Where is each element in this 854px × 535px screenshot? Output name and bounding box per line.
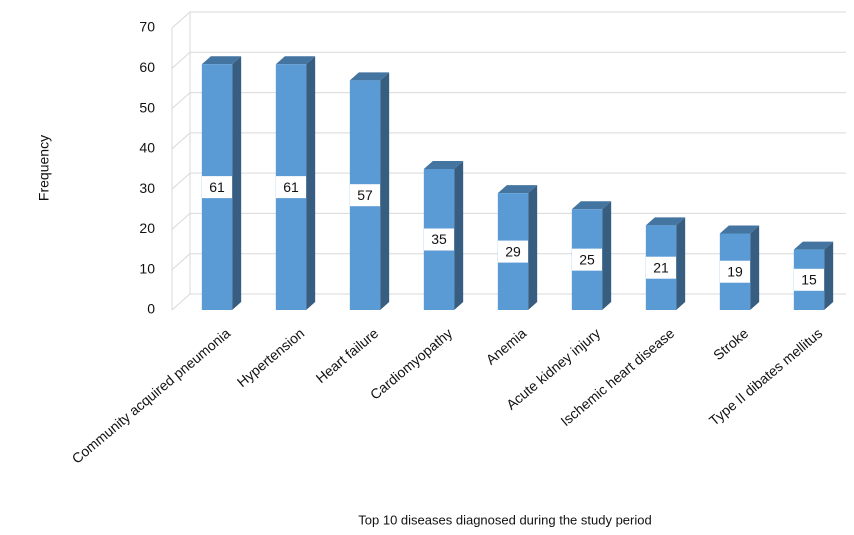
value-label: 21 xyxy=(653,259,669,275)
value-label-box xyxy=(498,240,528,263)
value-label: 57 xyxy=(357,187,373,203)
bar-top xyxy=(793,241,834,250)
x-axis-title: Top 10 diseases diagnosed during the stu… xyxy=(358,512,651,527)
x-tick-label: Stroke xyxy=(710,325,751,363)
grid-line xyxy=(171,132,846,150)
bar-side xyxy=(454,161,464,310)
bar-side xyxy=(750,225,760,310)
y-tick-label: 40 xyxy=(139,140,155,156)
y-tick-label: 10 xyxy=(139,260,155,276)
value-label-box xyxy=(276,176,306,199)
value-label: 25 xyxy=(579,251,595,267)
bar-side xyxy=(824,241,834,310)
value-label-box xyxy=(646,256,676,279)
y-tick-label: 20 xyxy=(139,220,155,236)
bar-top xyxy=(497,185,538,194)
y-tick-label: 60 xyxy=(139,59,155,75)
value-label: 19 xyxy=(727,263,743,279)
bar-top xyxy=(349,72,390,81)
y-tick-label: 50 xyxy=(139,99,155,115)
y-tick-label: 0 xyxy=(147,301,155,317)
bar-top xyxy=(719,225,760,234)
bar-side xyxy=(676,217,686,310)
grid-line xyxy=(171,51,846,69)
value-label-box xyxy=(720,260,750,283)
value-label: 35 xyxy=(431,231,447,247)
bar-side xyxy=(380,72,390,310)
bar-top xyxy=(275,56,316,65)
value-label-box xyxy=(350,184,380,207)
value-label-box xyxy=(794,268,824,291)
bar-top xyxy=(423,161,464,169)
y-tick-label: 30 xyxy=(139,180,155,196)
value-label-box xyxy=(424,228,454,251)
grid-line xyxy=(171,92,846,109)
x-tick-label: Community acquired pneumonia xyxy=(69,325,234,467)
bar-side xyxy=(306,56,316,310)
grid-line xyxy=(171,11,846,29)
bar-side xyxy=(232,56,242,310)
bar-side xyxy=(602,201,612,310)
x-tick-label: Heart failure xyxy=(313,325,382,386)
left-wall xyxy=(171,12,191,310)
x-tick-label: Hypertension xyxy=(234,325,307,390)
value-label: 61 xyxy=(283,179,299,195)
bar-top xyxy=(201,56,242,65)
value-label-box xyxy=(572,248,602,271)
y-tick-label: 70 xyxy=(139,19,155,35)
value-label-box xyxy=(202,176,232,199)
x-tick-label: Anemia xyxy=(483,325,530,368)
y-axis-title: Frequency xyxy=(36,135,52,201)
value-label: 15 xyxy=(801,271,817,287)
bar-side xyxy=(528,185,538,310)
bar-top xyxy=(645,217,686,226)
value-label: 29 xyxy=(505,243,521,259)
bar-top xyxy=(571,201,612,210)
value-label: 61 xyxy=(209,179,225,195)
